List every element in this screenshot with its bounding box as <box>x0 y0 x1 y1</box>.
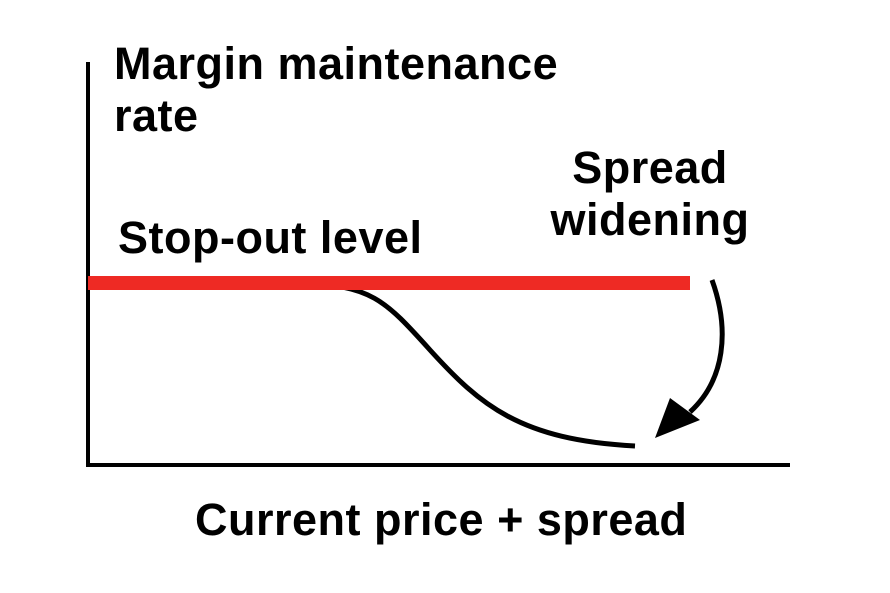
spread-widening-label: Spread widening <box>520 142 780 246</box>
spread-widening-arrow <box>688 279 725 414</box>
y-axis-title: Margin maintenance rate <box>114 38 558 142</box>
x-axis-title: Current price + spread <box>195 494 688 545</box>
margin-rate-curve <box>299 281 636 449</box>
spread-label-line1: Spread <box>572 142 728 193</box>
arrowhead-icon <box>655 398 700 438</box>
y-axis-title-line1: Margin maintenance <box>114 38 559 89</box>
y-axis-title-line2: rate <box>114 90 199 141</box>
spread-label-line2: widening <box>550 194 750 245</box>
stop-out-label: Stop-out level <box>118 212 423 263</box>
